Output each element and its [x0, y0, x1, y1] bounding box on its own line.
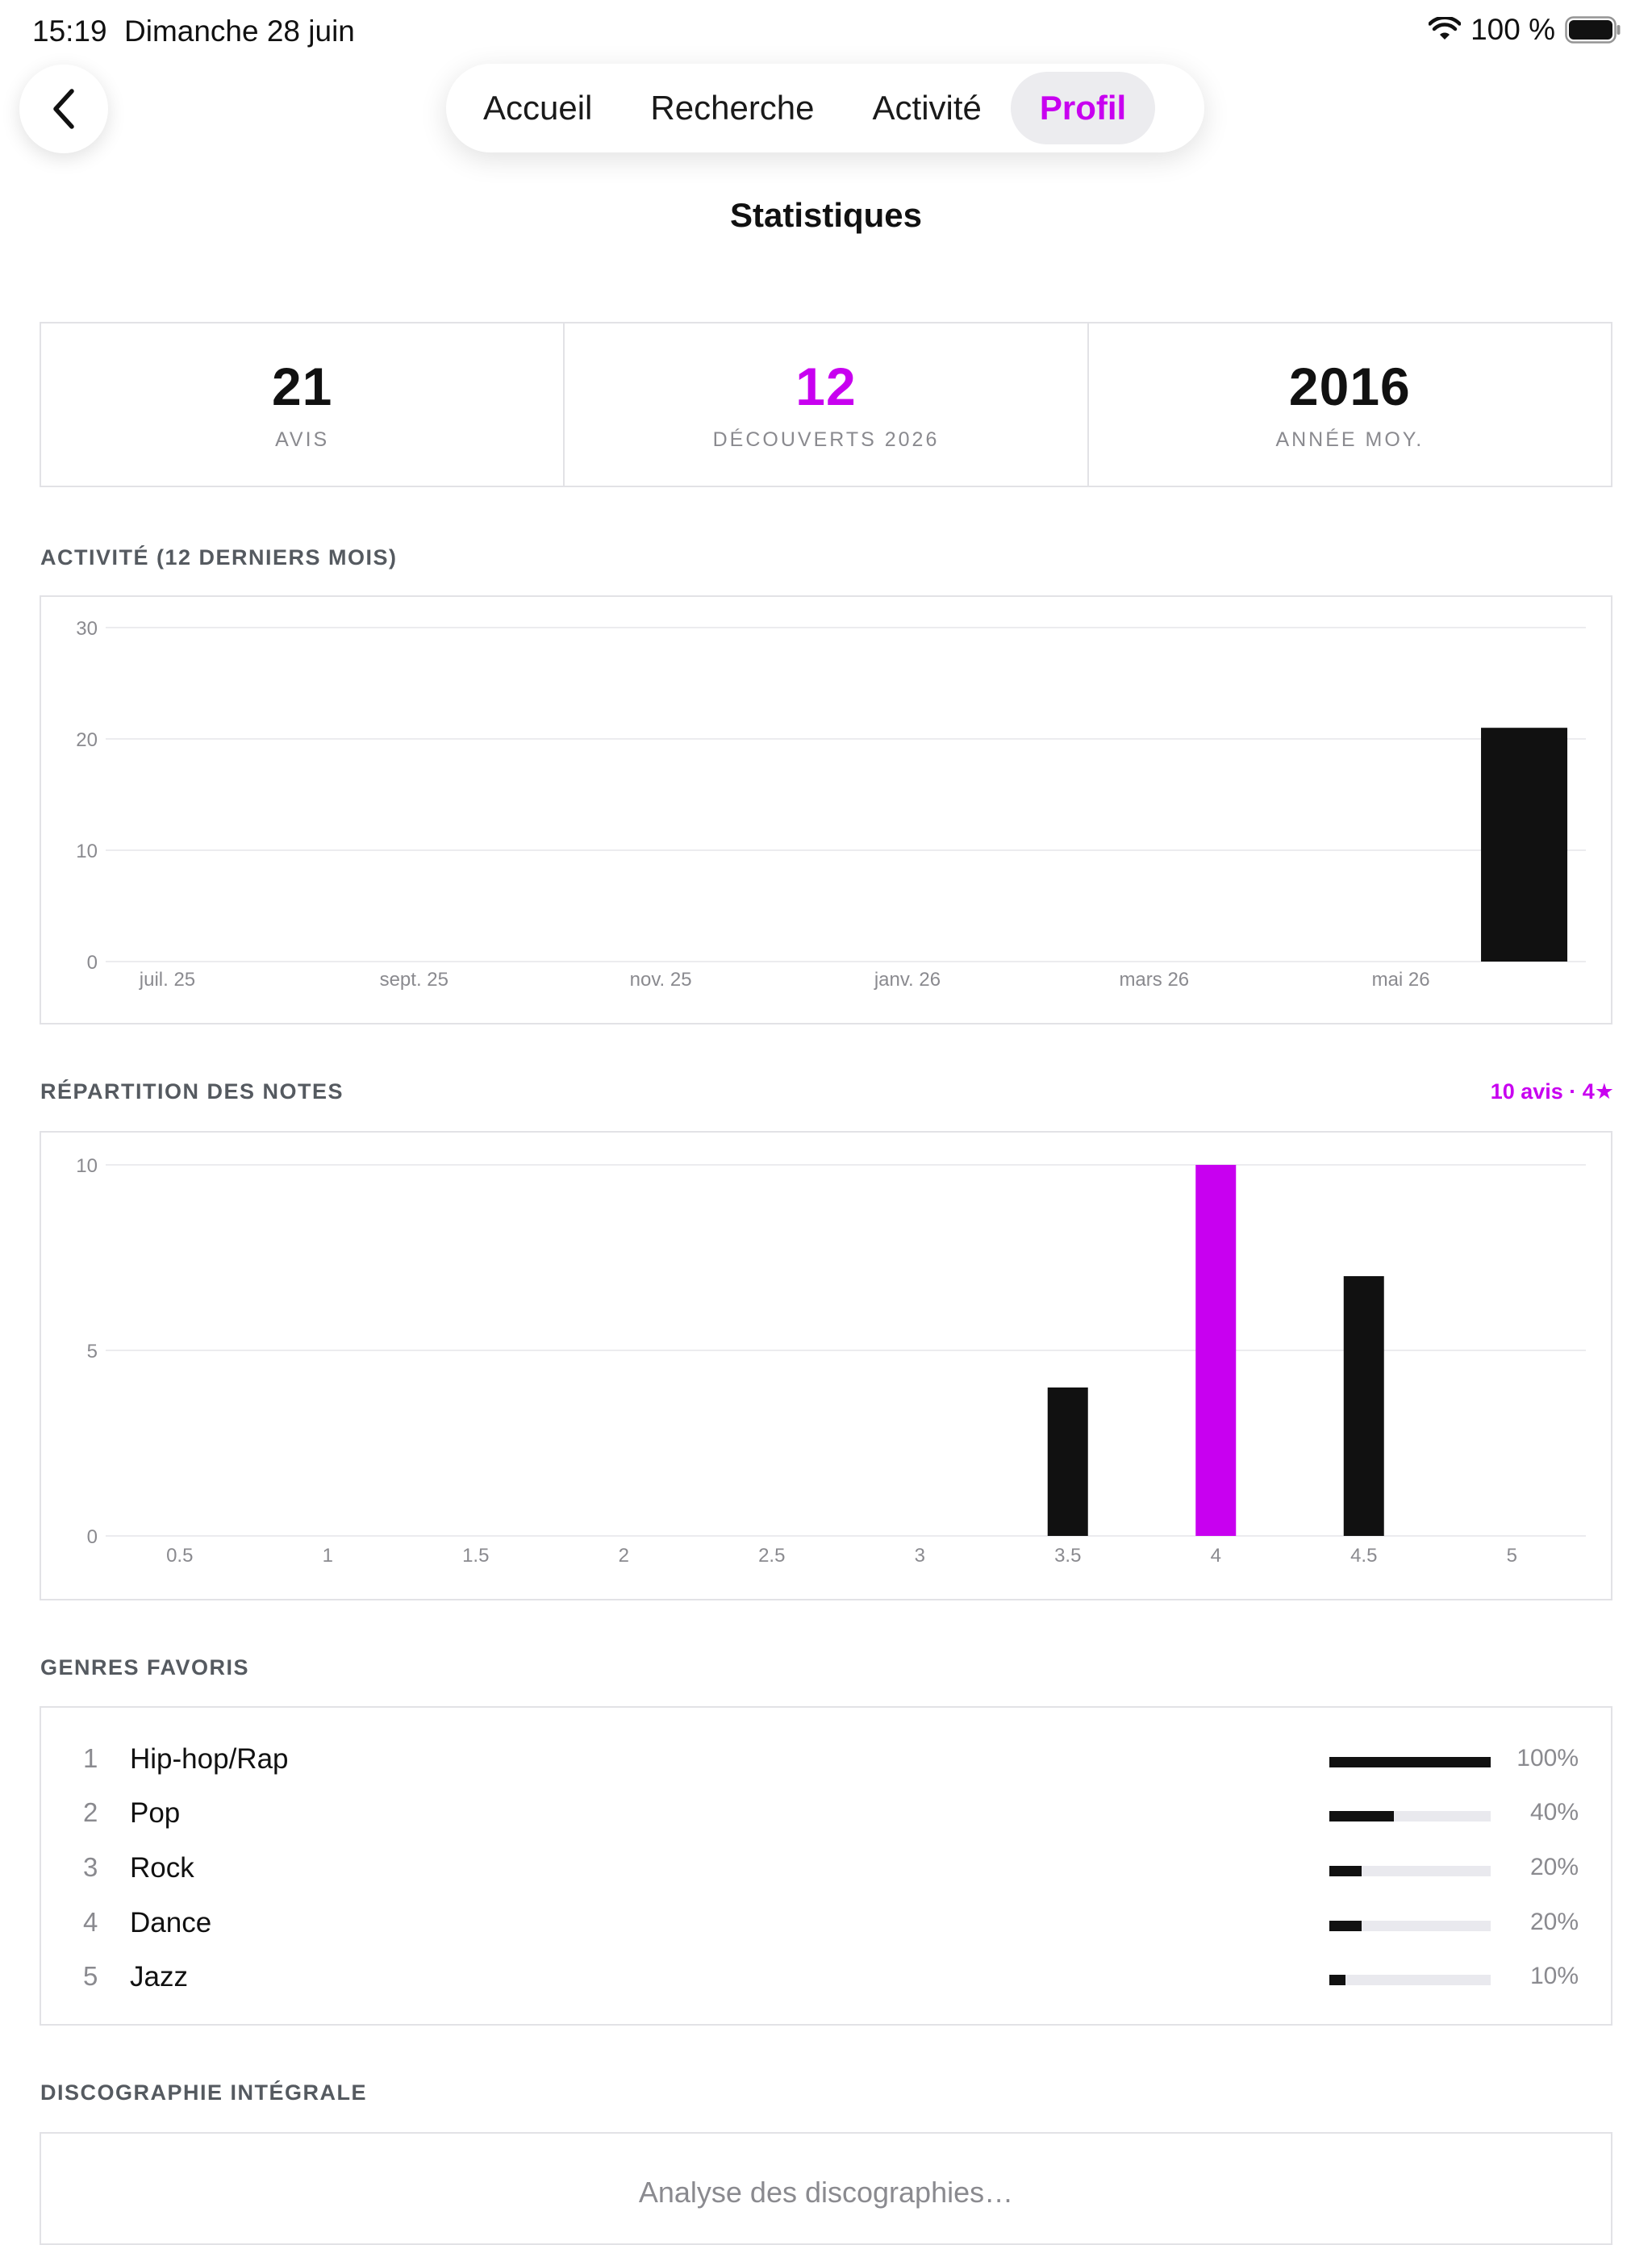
genre-bar-fill — [1329, 1975, 1345, 1985]
x-tick-label: 4 — [1211, 1545, 1221, 1567]
genres-heading: GENRES FAVORIS — [40, 1655, 250, 1680]
chart-bar — [1047, 1387, 1088, 1536]
genre-percentage: 40% — [1529, 1799, 1579, 1826]
tab-activite[interactable]: Activité — [872, 89, 982, 127]
genre-percentage: 10% — [1529, 1963, 1579, 1989]
genre-rank: 5 — [83, 1961, 98, 1991]
y-tick-label: 30 — [76, 618, 98, 640]
y-tick-label: 0 — [87, 952, 98, 974]
stat-label: DÉCOUVERTS 2026 — [712, 428, 940, 451]
y-tick-label: 0 — [87, 1526, 98, 1548]
x-tick-label: nov. 25 — [630, 969, 692, 991]
x-tick-label: mai 26 — [1372, 969, 1430, 991]
x-tick-label: 5 — [1507, 1545, 1517, 1567]
page-title: Statistiques — [729, 196, 923, 234]
genre-bar — [1329, 1975, 1491, 1985]
x-tick-label: sept. 25 — [380, 969, 448, 991]
stat-label: ANNÉE MOY. — [1275, 428, 1425, 451]
genre-row: 5 Jazz 10% — [41, 1953, 1611, 2001]
x-tick-label: 3 — [915, 1545, 925, 1567]
x-tick-label: janv. 26 — [874, 969, 941, 991]
genre-name: Pop — [130, 1797, 181, 1829]
y-tick-label: 10 — [76, 841, 98, 862]
x-tick-label: 3.5 — [1054, 1545, 1081, 1567]
genre-bar — [1329, 1921, 1491, 1931]
genre-rank: 4 — [83, 1907, 98, 1937]
y-tick-label: 20 — [76, 729, 98, 751]
genre-percentage: 20% — [1529, 1854, 1579, 1880]
x-tick-label: 0.5 — [166, 1545, 193, 1567]
discography-panel: Analyse des discographies… — [40, 2132, 1612, 2245]
back-button[interactable] — [19, 65, 108, 153]
ratings-heading: RÉPARTITION DES NOTES — [40, 1079, 344, 1104]
genre-bar-fill — [1329, 1757, 1491, 1767]
stat-value: 2016 — [1288, 357, 1411, 416]
chart-bar — [1195, 1165, 1237, 1536]
activity-heading: ACTIVITÉ (12 DERNIERS MOIS) — [40, 545, 398, 570]
stat-average-year: 2016 ANNÉE MOY. — [1089, 323, 1611, 486]
genre-bar — [1329, 1757, 1491, 1767]
stat-label: AVIS — [275, 428, 330, 451]
genres-list: 1 Hip-hop/Rap 100% 2 Pop 40% 3 Rock 20% … — [40, 1706, 1612, 2026]
chart-bar — [1481, 728, 1568, 962]
genre-name: Dance — [130, 1907, 212, 1938]
x-tick-label: 2 — [619, 1545, 629, 1567]
genre-rank: 2 — [83, 1797, 98, 1827]
genre-bar-fill — [1329, 1866, 1362, 1876]
x-tick-label: juil. 25 — [139, 969, 195, 991]
status-indicators: 100 % — [1429, 13, 1621, 47]
genre-bar-fill — [1329, 1921, 1362, 1931]
status-bar: 15:19 Dimanche 28 juin 100 % — [0, 0, 1652, 65]
genre-percentage: 100% — [1516, 1745, 1579, 1771]
ratings-chart-svg: 0 5 10 0.5 1 1.5 2 2.5 3 3.5 4 4.5 5 — [76, 1155, 1586, 1567]
tab-profil[interactable]: Profil — [1010, 72, 1156, 144]
x-tick-label: 1 — [323, 1545, 333, 1567]
stat-value: 21 — [271, 357, 333, 416]
discography-heading: DISCOGRAPHIE INTÉGRALE — [40, 2080, 368, 2105]
genre-row: 1 Hip-hop/Rap 100% — [41, 1735, 1611, 1784]
y-tick-label: 10 — [76, 1155, 98, 1177]
x-tick-label: 1.5 — [462, 1545, 489, 1567]
genre-bar — [1329, 1866, 1491, 1876]
stat-discovered: 12 DÉCOUVERTS 2026 — [565, 323, 1089, 486]
genre-row: 2 Pop 40% — [41, 1789, 1611, 1838]
x-tick-label: mars 26 — [1119, 969, 1189, 991]
battery-icon — [1565, 16, 1621, 44]
battery-percentage: 100 % — [1471, 13, 1555, 46]
status-date: Dimanche 28 juin — [124, 15, 355, 48]
genre-bar-fill — [1329, 1811, 1394, 1821]
ratings-chart: 0 5 10 0.5 1 1.5 2 2.5 3 3.5 4 4.5 5 — [40, 1131, 1612, 1600]
discography-loading-text: Analyse des discographies… — [638, 2176, 1014, 2209]
stats-summary: 21 AVIS 12 DÉCOUVERTS 2026 2016 ANNÉE MO… — [40, 322, 1612, 487]
stat-reviews: 21 AVIS — [41, 323, 565, 486]
genre-name: Hip-hop/Rap — [130, 1743, 289, 1775]
activity-chart: 0 10 20 30 juil. 25 sept. 25 nov. 25 janv. 26 ma… — [40, 595, 1612, 1024]
status-time: 15:19 — [32, 15, 107, 48]
genre-percentage: 20% — [1529, 1909, 1579, 1935]
tab-accueil[interactable]: Accueil — [483, 89, 593, 127]
wifi-icon — [1429, 17, 1462, 40]
x-tick-label: 2.5 — [758, 1545, 785, 1567]
genre-name: Jazz — [130, 1961, 188, 1993]
genre-rank: 1 — [83, 1743, 98, 1773]
activity-chart-svg: 0 10 20 30 juil. 25 sept. 25 nov. 25 janv. 26 ma… — [76, 618, 1586, 991]
stat-value: 12 — [795, 357, 857, 416]
genre-rank: 3 — [83, 1852, 98, 1882]
ratings-summary: 10 avis · 4★ — [1490, 1079, 1614, 1104]
chevron-left-icon — [53, 89, 74, 129]
y-tick-label: 5 — [87, 1341, 98, 1362]
genre-name: Rock — [130, 1852, 194, 1884]
x-tick-label: 4.5 — [1350, 1545, 1377, 1567]
genre-bar — [1329, 1811, 1491, 1821]
genre-row: 3 Rock 20% — [41, 1844, 1611, 1892]
tab-recherche[interactable]: Recherche — [650, 89, 815, 127]
genre-row: 4 Dance 20% — [41, 1899, 1611, 1947]
chart-bar — [1343, 1276, 1384, 1536]
tab-bar: Accueil Recherche Activité Profil — [446, 64, 1204, 152]
